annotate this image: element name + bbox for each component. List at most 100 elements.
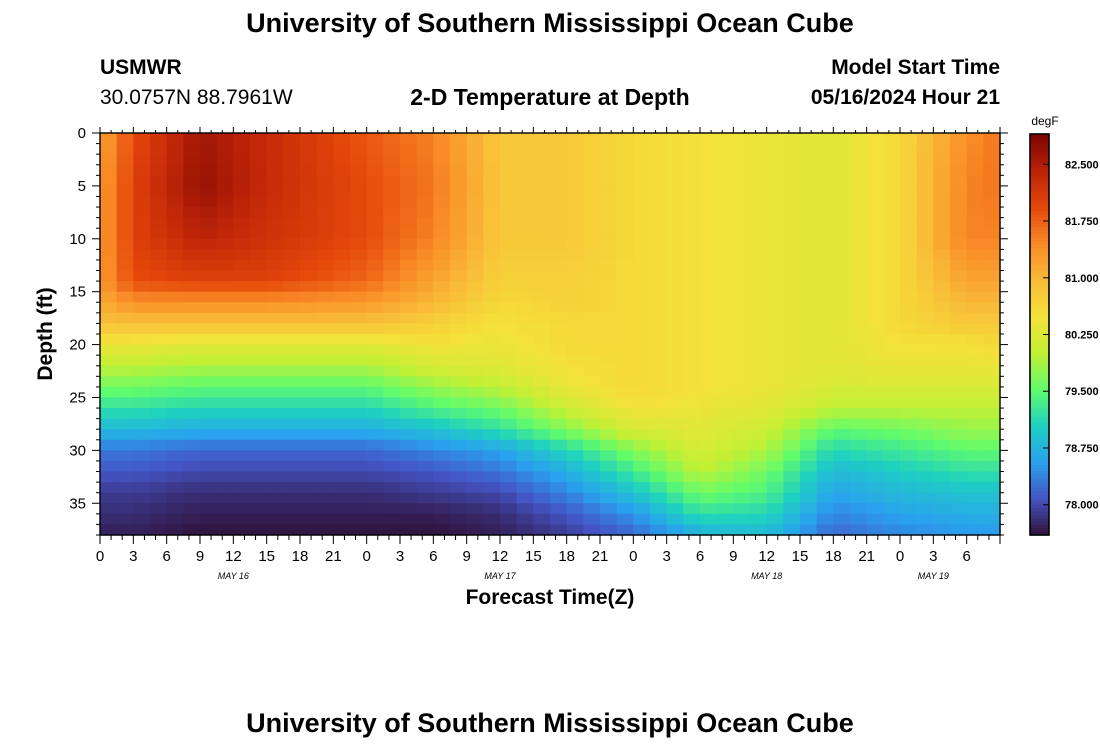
- x-tick-label: 21: [858, 548, 875, 565]
- heatmap-cell: [166, 259, 184, 272]
- heatmap-cell: [816, 439, 834, 451]
- heatmap-cell: [850, 259, 868, 272]
- heatmap-cell: [316, 281, 334, 293]
- heatmap-cell: [233, 334, 251, 346]
- heatmap-cell: [816, 196, 834, 208]
- heatmap-cell: [983, 397, 1001, 409]
- heatmap-cell: [883, 249, 901, 261]
- heatmap-cell: [183, 133, 201, 145]
- x-tick-label: 0: [96, 548, 104, 565]
- heatmap-cell: [300, 492, 318, 504]
- heatmap-cell: [366, 408, 384, 420]
- heatmap-cell: [183, 460, 201, 473]
- heatmap-cell: [283, 228, 301, 240]
- heatmap-cell: [783, 365, 801, 377]
- heatmap-cell: [550, 312, 568, 325]
- heatmap-cell: [883, 196, 901, 208]
- heatmap-cell: [700, 238, 718, 250]
- heatmap-cell: [366, 334, 384, 346]
- heatmap-cell: [266, 143, 284, 155]
- heatmap-cell: [333, 439, 351, 451]
- heatmap-cell: [466, 228, 484, 240]
- heatmap-cell: [733, 355, 751, 367]
- heatmap-cell: [783, 503, 801, 515]
- heatmap-cell: [983, 228, 1001, 240]
- heatmap-cell: [350, 524, 368, 536]
- heatmap-cell: [450, 228, 468, 240]
- heatmap-cell: [916, 492, 934, 504]
- heatmap-cell: [816, 207, 834, 219]
- heatmap-cell: [850, 143, 868, 155]
- heatmap-cell: [683, 334, 701, 346]
- heatmap-cell: [450, 344, 468, 356]
- heatmap-cell: [716, 471, 734, 483]
- heatmap-cell: [233, 482, 251, 494]
- heatmap-cell: [133, 492, 151, 504]
- heatmap-cell: [416, 365, 434, 377]
- heatmap-cell: [333, 323, 351, 335]
- colorbar-segment: [1030, 257, 1049, 262]
- heatmap-cell: [366, 344, 384, 356]
- heatmap-cell: [100, 291, 118, 303]
- heatmap-cell: [916, 281, 934, 293]
- heatmap-cell: [200, 482, 218, 494]
- heatmap-cell: [166, 492, 184, 504]
- heatmap-cell: [100, 281, 118, 293]
- heatmap-cell: [900, 524, 918, 536]
- heatmap-cell: [100, 513, 118, 526]
- heatmap-cell: [283, 503, 301, 515]
- heatmap-cell: [133, 302, 151, 314]
- heatmap-cell: [883, 460, 901, 473]
- heatmap-cell: [550, 238, 568, 250]
- heatmap-cell: [983, 524, 1001, 536]
- heatmap-cell: [316, 408, 334, 420]
- heatmap-cell: [700, 323, 718, 335]
- heatmap-cell: [300, 503, 318, 515]
- heatmap-cell: [100, 334, 118, 346]
- heatmap-cell: [133, 418, 151, 430]
- x-tick-label: 18: [558, 548, 575, 565]
- heatmap-cell: [566, 450, 584, 462]
- heatmap-cell: [466, 281, 484, 293]
- heatmap-cell: [950, 228, 968, 240]
- heatmap-cell: [216, 492, 234, 504]
- heatmap-cell: [300, 376, 318, 388]
- heatmap-cell: [300, 450, 318, 462]
- heatmap-cell: [850, 471, 868, 483]
- heatmap-cell: [166, 334, 184, 346]
- heatmap-cell: [550, 143, 568, 155]
- colorbar-segment: [1030, 177, 1049, 182]
- heatmap-cell: [600, 460, 618, 473]
- heatmap-cell: [516, 281, 534, 293]
- heatmap-cell: [366, 397, 384, 409]
- heatmap-cell: [316, 323, 334, 335]
- heatmap-cell: [250, 482, 268, 494]
- heatmap-cell: [400, 334, 418, 346]
- heatmap-cell: [266, 175, 284, 187]
- heatmap-cell: [233, 376, 251, 388]
- heatmap-cell: [433, 196, 451, 208]
- heatmap-cell: [100, 228, 118, 240]
- heatmap-cell: [633, 471, 651, 483]
- heatmap-cell: [700, 133, 718, 145]
- heatmap-cell: [400, 492, 418, 504]
- heatmap-cell: [883, 439, 901, 451]
- heatmap-cell: [433, 365, 451, 377]
- colorbar-segment: [1030, 344, 1049, 349]
- heatmap-cell: [550, 418, 568, 430]
- heatmap-cell: [766, 207, 784, 219]
- heatmap-cell: [200, 207, 218, 219]
- colorbar-segment: [1030, 374, 1049, 379]
- heatmap-cell: [133, 397, 151, 409]
- heatmap-cell: [466, 217, 484, 229]
- heatmap-cell: [933, 249, 951, 261]
- colorbar-segment: [1030, 311, 1049, 316]
- heatmap-cell: [866, 302, 884, 314]
- heatmap-cell: [516, 439, 534, 451]
- heatmap-cell: [116, 460, 134, 473]
- heatmap-cell: [883, 207, 901, 219]
- heatmap-cell: [400, 143, 418, 155]
- heatmap-cell: [200, 460, 218, 473]
- heatmap-cell: [533, 418, 551, 430]
